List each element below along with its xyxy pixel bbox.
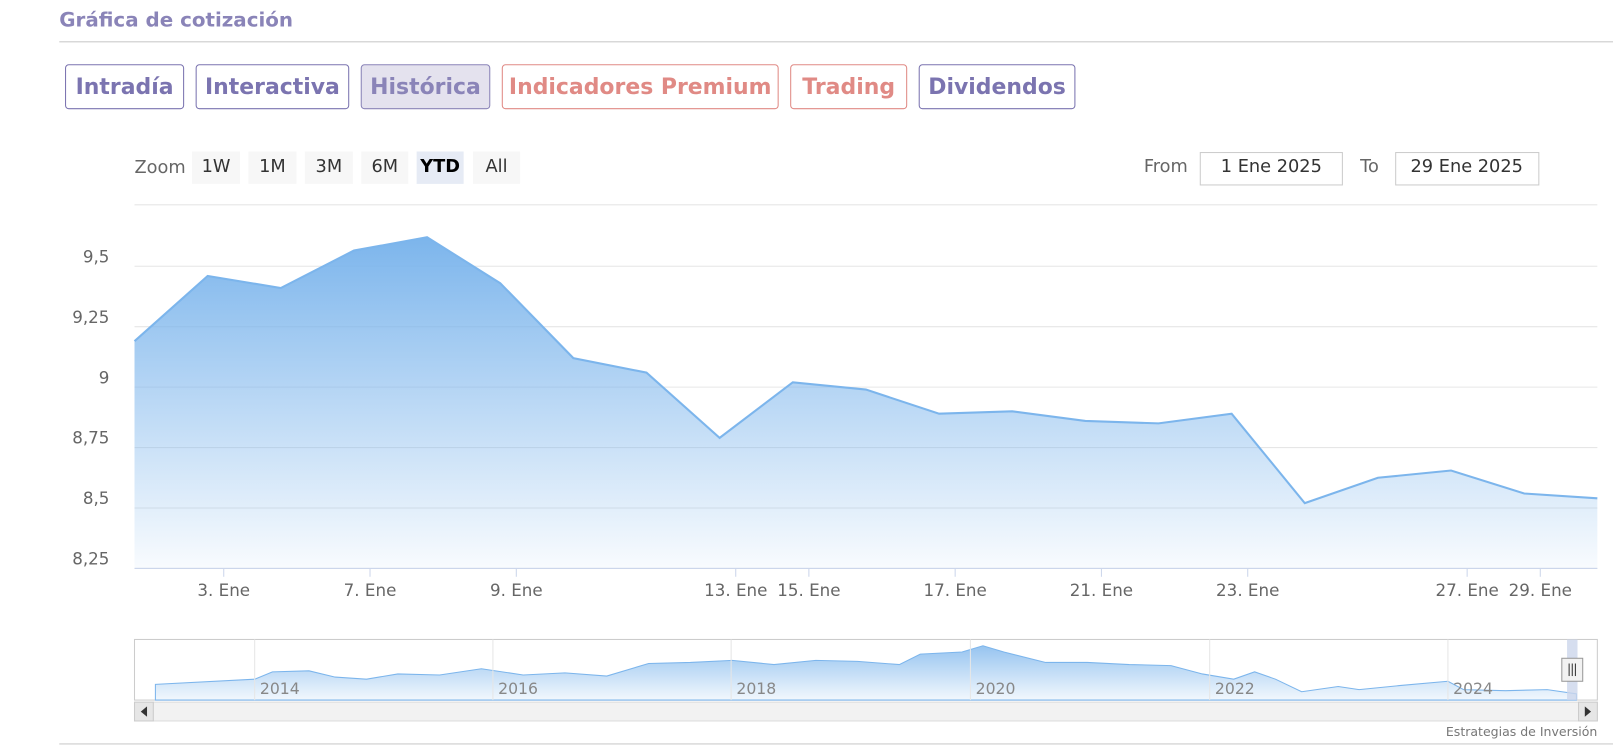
tab-label: Indicadores Premium xyxy=(509,75,772,100)
navigator-label: 2016 xyxy=(498,679,538,698)
tab[interactable] xyxy=(918,64,1076,110)
credits: Estrategias de Inversión xyxy=(1446,724,1597,739)
zoom-button[interactable] xyxy=(416,151,464,184)
to-value: 29 Ene 2025 xyxy=(1411,157,1523,177)
tab[interactable] xyxy=(790,64,908,110)
from-value: 1 Ene 2025 xyxy=(1221,157,1322,177)
zoom-button-label: 1M xyxy=(259,157,286,177)
zoom-button[interactable] xyxy=(304,151,353,184)
chart: 8,25 8,5 8,75 9 9,25 9,5 3. Ene 7. Ene 9. Ene 13.… xyxy=(72,236,1598,600)
y-tick-label: 8,25 xyxy=(72,549,109,569)
to-input[interactable] xyxy=(1395,152,1540,186)
x-tick-label: 29. Ene xyxy=(1509,580,1572,600)
page-title: Gráfica de cotización xyxy=(59,8,293,31)
zoom-button-label: All xyxy=(486,157,508,177)
y-tick-label: 9,25 xyxy=(72,307,109,327)
scrollbar[interactable] xyxy=(133,701,1598,722)
price-line xyxy=(133,236,1598,505)
arrow-left xyxy=(140,706,148,717)
navigator-label: 2020 xyxy=(976,679,1016,698)
navigator-label: 2018 xyxy=(736,679,776,698)
tab-label: Intradía xyxy=(76,75,174,100)
arrow-right xyxy=(1584,706,1592,717)
x-tick-label: 17. Ene xyxy=(924,580,987,600)
zoom-button[interactable] xyxy=(361,151,409,184)
x-tick-label: 23. Ene xyxy=(1216,580,1279,600)
zoom-button[interactable] xyxy=(473,151,521,184)
y-tick-label: 8,5 xyxy=(83,488,110,508)
zoom-button[interactable] xyxy=(248,151,297,184)
x-tick-label: 21. Ene xyxy=(1070,580,1133,600)
tab[interactable] xyxy=(501,64,779,110)
tab[interactable] xyxy=(195,64,350,110)
zoom-button-label: 3M xyxy=(316,157,343,177)
zoom-button-label: 1W xyxy=(202,157,231,177)
to-label: To xyxy=(1359,157,1379,177)
x-tick-label: 3. Ene xyxy=(197,580,250,600)
x-tick-label: 7. Ene xyxy=(344,580,397,600)
navigator: 2014 2016 2018 2020 2022 2024 xyxy=(133,638,1598,722)
x-tick-label: 27. Ene xyxy=(1435,580,1498,600)
zoom-button-label: YTD xyxy=(419,157,460,177)
y-tick-label: 9 xyxy=(99,367,110,387)
tab-label: Dividendos xyxy=(928,75,1066,100)
navigator-label: 2024 xyxy=(1453,679,1493,698)
tab-label: Trading xyxy=(802,75,895,100)
y-tick-label: 9,5 xyxy=(83,246,110,266)
tab-label: Histórica xyxy=(370,75,481,100)
tab[interactable] xyxy=(360,64,491,110)
x-tick-label: 9. Ene xyxy=(490,580,543,600)
y-tick-label: 8,75 xyxy=(72,428,109,448)
from-label: From xyxy=(1144,157,1188,177)
zoom-label: Zoom xyxy=(135,158,186,178)
zoom-button[interactable] xyxy=(191,151,241,184)
area-fill xyxy=(134,237,1598,569)
x-tick-label: 13. Ene xyxy=(704,580,767,600)
navigator-label: 2014 xyxy=(260,679,300,698)
tab-label: Interactiva xyxy=(205,75,340,100)
tab[interactable] xyxy=(65,64,185,110)
zoom-button-label: 6M xyxy=(371,157,398,177)
tabs: Intradía Interactiva Histórica Indicadores … xyxy=(65,64,1076,110)
x-tick-label: 15. Ene xyxy=(777,580,840,600)
navigator-label: 2022 xyxy=(1215,679,1255,698)
range-selector: Zoom From 1 Ene 2025 To 29 Ene 2025 1W 1M… xyxy=(135,151,1540,186)
from-input[interactable] xyxy=(1199,152,1343,186)
